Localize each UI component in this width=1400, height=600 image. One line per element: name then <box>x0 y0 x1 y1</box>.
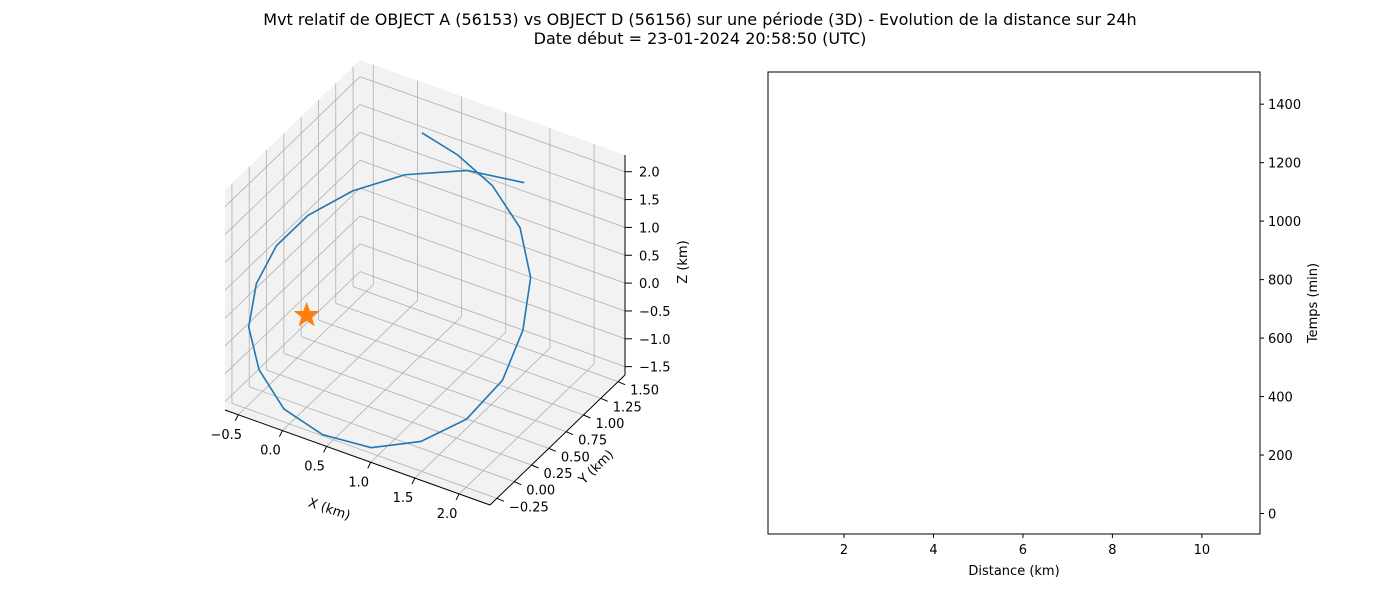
grid-line-z-back <box>359 159 626 256</box>
y-tick <box>565 431 574 436</box>
y-tick-label: −0.25 <box>509 500 549 515</box>
x-tick <box>455 493 460 501</box>
x-tick <box>411 477 416 485</box>
y-axis-line <box>489 374 626 506</box>
x-axis-line <box>224 409 491 506</box>
x-tick-label: 0.0 <box>260 444 281 459</box>
grid-line-z-back <box>359 76 626 173</box>
y-tick-label: 800 <box>1268 274 1293 289</box>
grid-line-z-left <box>224 215 361 347</box>
y-tick-label: 0.75 <box>578 434 607 449</box>
plot-frame <box>767 71 1261 535</box>
y-tick <box>548 447 557 452</box>
y-tick-label: 0.50 <box>561 450 590 465</box>
y-tick-label: 1200 <box>1268 157 1301 172</box>
grid-line-y-floor <box>318 319 584 416</box>
z-tick-label: 0.5 <box>639 249 660 264</box>
grid-line-y-floor <box>352 286 619 383</box>
figure-title: Mvt relatif de OBJECT A (56153) vs OBJEC… <box>0 10 1400 48</box>
y-tick <box>514 481 522 486</box>
x-tick-label: 2 <box>840 543 848 558</box>
z-tick-label: 1.0 <box>639 221 660 236</box>
y-tick-label: 1.00 <box>595 417 624 432</box>
y-tick-label: 400 <box>1268 391 1293 406</box>
z-tick-label: 2.0 <box>639 166 660 181</box>
grid-line-z-left <box>224 104 361 235</box>
z-tick-label: 1.5 <box>639 194 660 209</box>
grid-line-y-floor <box>231 402 498 499</box>
x-tick <box>367 462 372 469</box>
pane-back <box>360 60 625 375</box>
x-tick-label: 2.0 <box>437 507 458 522</box>
x-axis-label: Distance (km) <box>968 564 1059 579</box>
y-tick-label: 200 <box>1268 449 1293 464</box>
x-tick-label: 8 <box>1108 543 1116 558</box>
z-axis-label: Z (km) <box>676 240 691 283</box>
trajectory-line <box>247 132 532 449</box>
grid-line-y-floor <box>301 336 567 433</box>
x-tick-label: 6 <box>1019 543 1027 558</box>
grid-line-z-left <box>224 76 361 207</box>
y-tick-label: 1000 <box>1268 215 1301 230</box>
y-tick-label: 1.25 <box>613 400 642 415</box>
grid-line-y-floor <box>249 386 515 483</box>
grid-line-x-floor <box>237 284 374 416</box>
grid-line-x-floor <box>370 331 507 463</box>
y-tick-label: 1.50 <box>630 384 659 399</box>
y-tick-label: 0 <box>1268 508 1276 523</box>
y-tick <box>531 464 539 469</box>
grid-line-z-back <box>359 243 626 340</box>
y-tick-label: 0.00 <box>526 484 555 499</box>
y-axis-label: Temps (min) <box>1306 263 1321 344</box>
x-tick-label: 4 <box>929 543 937 558</box>
grid-line-z-left <box>224 243 361 375</box>
x-tick-label: 10 <box>1194 543 1211 558</box>
y-tick <box>617 381 626 386</box>
grid-line-y-floor <box>283 352 549 449</box>
y-tick-label: 600 <box>1268 332 1293 347</box>
grid-line-x-floor <box>458 363 595 495</box>
grid-line-z-back <box>359 187 626 284</box>
grid-line-z-left <box>224 159 361 291</box>
y-tick <box>583 414 591 419</box>
grid-line-z-back <box>359 271 626 368</box>
x-tick-label: −0.5 <box>210 428 242 443</box>
pane-left <box>225 60 360 410</box>
grid-line-z-back <box>359 215 626 312</box>
x-tick-label: 0.5 <box>304 459 325 474</box>
pane-floor <box>225 280 625 505</box>
y-tick-label: 1400 <box>1268 98 1301 113</box>
x-tick <box>234 414 239 421</box>
origin-star-marker <box>293 301 320 327</box>
plot-3d-trajectory: −0.5 0.0 0.5 1.0 1.5 2.0 −0.250.00 0.25 0.500.75… <box>210 60 691 524</box>
grid-line-z-left <box>224 132 361 263</box>
grid-line-y-floor <box>335 302 601 399</box>
x-tick-label: 1.0 <box>348 475 369 490</box>
y-tick <box>496 497 505 502</box>
x-tick <box>278 430 283 437</box>
y-tick <box>600 397 608 402</box>
grid-line-x-floor <box>282 300 418 431</box>
z-tick-label: −1.5 <box>639 361 671 376</box>
grid-line-x-floor <box>414 347 551 479</box>
grid-line-x-floor <box>326 316 462 447</box>
grid-line-y-floor <box>266 369 532 466</box>
z-tick-label: −0.5 <box>639 305 671 320</box>
y-tick-label: 0.25 <box>544 467 573 482</box>
z-tick-label: −1.0 <box>639 333 671 348</box>
grid-line-z-back <box>359 104 626 200</box>
x-tick <box>323 446 328 453</box>
grid-line-z-back <box>359 132 626 228</box>
plot-distance-over-time: 2 4 6 8 10 0 200 400 600 800 1000 1200 1400 Distance … <box>767 71 1321 579</box>
title-line-1: Mvt relatif de OBJECT A (56153) vs OBJEC… <box>263 10 1137 29</box>
grid-line-z-left <box>224 187 361 319</box>
z-tick-label: 0.0 <box>639 277 660 292</box>
grid-line-z-left <box>224 271 361 402</box>
x-tick-label: 1.5 <box>393 491 414 506</box>
title-line-2: Date début = 23-01-2024 20:58:50 (UTC) <box>533 29 867 48</box>
x-axis-label: X (km) <box>306 496 352 524</box>
